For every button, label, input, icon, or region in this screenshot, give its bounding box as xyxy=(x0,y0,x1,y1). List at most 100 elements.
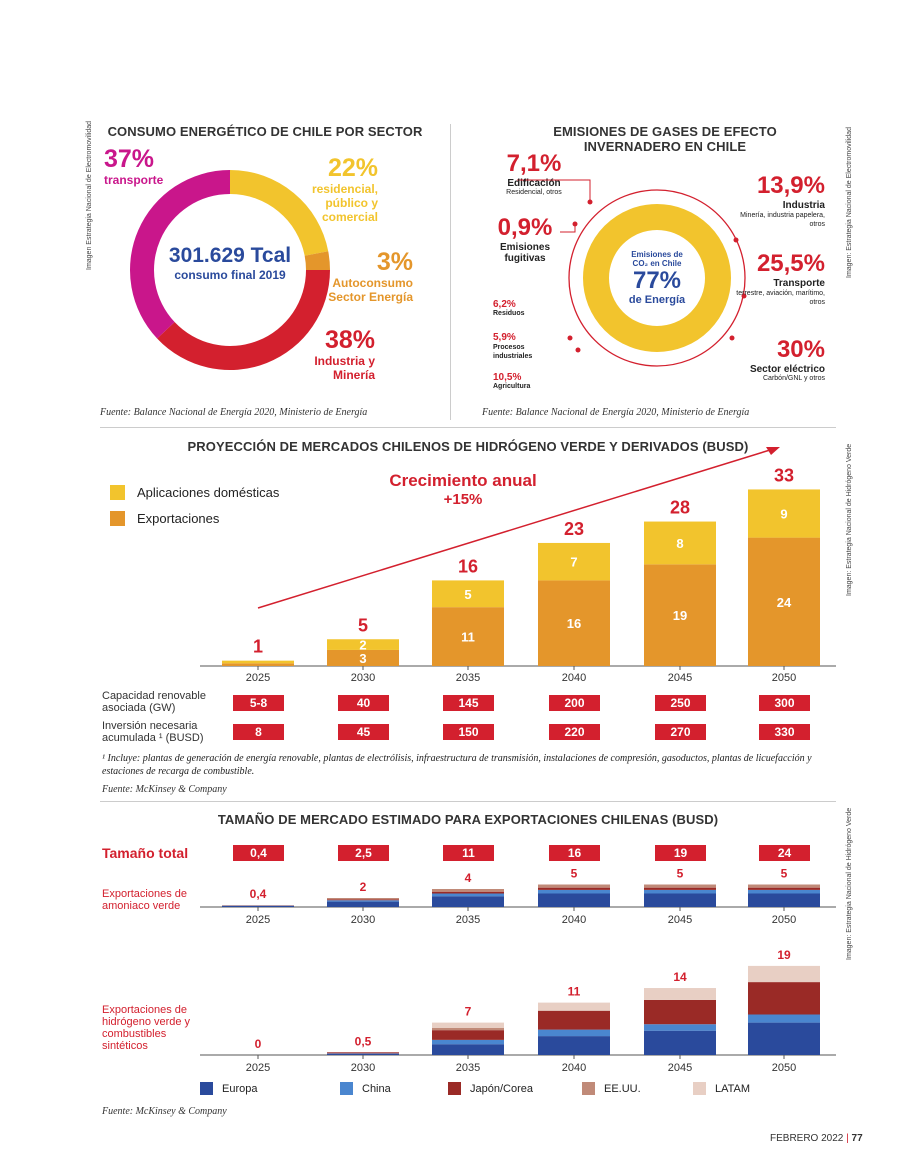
hydrogen-bar-LATAM-2045 xyxy=(644,988,716,1000)
legend-label-4: LATAM xyxy=(715,1082,751,1095)
em-edificacion-pct: 7,1% xyxy=(506,150,562,177)
legend-exportaciones-label: Exportaciones xyxy=(137,511,220,526)
hydrogen-bar-LATAM-2035 xyxy=(432,1022,504,1028)
h2-bar-label-1-2030: 2 xyxy=(359,638,366,653)
investment-box-2025: 8 xyxy=(233,724,284,740)
hydrogen-bar-Europa-2040 xyxy=(538,1036,610,1055)
ammonia-bar-China-2050 xyxy=(748,889,820,894)
ammonia-bar-Japón/Corea-2040 xyxy=(538,887,610,890)
side-note-left: Imagen Estrategia Nacional de Electromov… xyxy=(86,120,93,270)
em-procesos-pct: 5,9% xyxy=(493,332,516,343)
h2-bar-label-1-2035: 5 xyxy=(464,587,471,602)
ammonia-bar-Europa-2025 xyxy=(222,905,294,907)
capacity-box-2030: 40 xyxy=(338,695,389,711)
legend-item-2: Japón/Corea xyxy=(448,1082,533,1095)
growth-arrow xyxy=(257,449,771,609)
side-note-right-top: Imagen: Estrategia Nacional de Electromo… xyxy=(846,127,853,278)
hydrogen-bar-China-2050 xyxy=(748,1014,820,1023)
emissions-center-value: 77% xyxy=(632,267,682,294)
legend-domesticas: Aplicaciones domésticas xyxy=(110,485,279,500)
legend-item-3: EE.UU. xyxy=(582,1082,641,1095)
h2-bar-Exportaciones-2045 xyxy=(644,564,716,666)
em-electrico-pct: 30% xyxy=(776,336,825,363)
h2-total-2040: 23 xyxy=(564,519,584,539)
emissions-chart-title: EMISIONES DE GASES DE EFECTO INVERNADERO… xyxy=(553,124,777,154)
h2-bar-Aplicaciones domésticas-2035 xyxy=(432,580,504,608)
total-size-box-2045: 19 xyxy=(655,845,706,861)
ammonia-bar-China-2030 xyxy=(327,900,399,902)
ammonia-total-2040: 5 xyxy=(571,867,578,881)
h2-bar-Aplicaciones domésticas-2030 xyxy=(327,639,399,650)
h2-total-2030: 5 xyxy=(358,615,368,635)
hydrogen-total-2030: 0,5 xyxy=(355,1034,372,1048)
exports-bar-chart: 0,4 2025 2 2030 4 2035 5 2040 5 2045 5 2050 0 2025 0,5… xyxy=(200,867,836,1074)
slice-autoconsumo-label: Autoconsumo Sector Energía xyxy=(328,276,413,304)
hydrogen-bar-Japón/Corea-2040 xyxy=(538,1010,610,1030)
h2-xlabel-2035: 2035 xyxy=(456,672,480,684)
ammonia-bar-China-2045 xyxy=(644,889,716,894)
em-residuos-label: Residuos xyxy=(493,310,525,317)
em-transporte-sub: terrestre, aviación, marítimo, otros xyxy=(736,290,825,306)
legend-domesticas-swatch xyxy=(110,485,125,500)
donut-slice-2 xyxy=(157,270,330,370)
emissions-yellow-ring xyxy=(583,204,731,352)
exports-legend: Europa China Japón/Corea EE.UU. LATAM xyxy=(200,1082,800,1100)
em-fugitivas-label: Emisiones fugitivas xyxy=(499,242,551,264)
ammonia-bar-EE.UU.-2040 xyxy=(538,884,610,888)
em-electrico-sub: Carbón/GNL y otros xyxy=(763,375,825,382)
legend-item-0: Europa xyxy=(200,1082,257,1095)
slice-industria-label: Industria y Minería xyxy=(314,354,375,382)
h2-total-2035: 16 xyxy=(458,556,478,576)
hydrogen-bar-China-2030 xyxy=(327,1053,399,1054)
h2-bar-label-1-2045: 8 xyxy=(676,536,683,551)
ammonia-total-2030: 2 xyxy=(360,880,367,894)
hydrogen-xlabel-2050: 2050 xyxy=(772,1062,796,1074)
slice-autoconsumo-pct: 3% xyxy=(376,248,413,276)
section-divider-vertical xyxy=(450,124,451,420)
side-note-right-bottom: Imagen: Estrategia Nacional de Hidrógeno… xyxy=(846,807,853,960)
h2-bar-Exportaciones-2030 xyxy=(327,649,399,666)
ammonia-xlabel-2030: 2030 xyxy=(351,914,375,926)
growth-arrowhead xyxy=(766,447,780,455)
investment-box-2050: 330 xyxy=(759,724,810,740)
hydrogen-bar-Europa-2045 xyxy=(644,1030,716,1055)
investment-box-2045: 270 xyxy=(655,724,706,740)
ammonia-label: Exportaciones de amoniaco verde xyxy=(102,888,187,912)
hydrogen-xlabel-2030: 2030 xyxy=(351,1062,375,1074)
hydrogen-total-2045: 14 xyxy=(673,970,687,984)
dot-industria xyxy=(733,237,739,243)
hydrogen-bar-Europa-2030 xyxy=(327,1053,399,1055)
ammonia-bar-Europa-2035 xyxy=(432,896,504,907)
ammonia-bar-Japón/Corea-2045 xyxy=(644,887,716,890)
hydrogen-xlabel-2040: 2040 xyxy=(562,1062,586,1074)
legend-swatch-3 xyxy=(582,1082,595,1095)
h2-bar-label-0-2045: 19 xyxy=(673,608,687,623)
emissions-center-line1: Emisiones de xyxy=(631,250,683,259)
capacity-box-2050: 300 xyxy=(759,695,810,711)
hydrogen-bar-China-2045 xyxy=(644,1024,716,1031)
em-agricultura-pct: 10,5% xyxy=(493,372,522,383)
ammonia-total-2045: 5 xyxy=(677,867,684,881)
capacity-box-2040: 200 xyxy=(549,695,600,711)
ammonia-bar-EE.UU.-2030 xyxy=(327,898,399,900)
hydrogen-bar-Japón/Corea-2050 xyxy=(748,982,820,1015)
ammonia-total-2025: 0,4 xyxy=(250,887,267,901)
capacity-box-2035: 145 xyxy=(443,695,494,711)
ammonia-total-2050: 5 xyxy=(781,867,788,881)
em-fugitivas-pct: 0,9% xyxy=(497,214,553,241)
donut-slice-1 xyxy=(304,251,330,270)
growth-annotation-value: +15% xyxy=(443,491,483,508)
h2-bar-Aplicaciones domésticas-2025 xyxy=(222,660,294,664)
hydrogen-xlabel-2025: 2025 xyxy=(246,1062,270,1074)
capacity-box-2025: 5-8 xyxy=(233,695,284,711)
legend-domesticas-label: Aplicaciones domésticas xyxy=(137,485,280,500)
hydrogen-bar-China-2040 xyxy=(538,1029,610,1037)
legend-item-4: LATAM xyxy=(693,1082,750,1095)
ammonia-xlabel-2050: 2050 xyxy=(772,914,796,926)
hydrogen-total-2035: 7 xyxy=(465,1005,472,1019)
energy-center-value: 301.629 Tcal xyxy=(168,244,292,267)
legend-exportaciones: Exportaciones xyxy=(110,511,219,526)
divider-1 xyxy=(100,427,836,428)
hydrogen-bar-chart: 1 2025 32 5 2030 11 5 16 2035 16 7 23 2040 19 8 28 2045 2… xyxy=(200,447,836,684)
footnote: ¹ Incluye: plantas de generación de ener… xyxy=(102,753,812,777)
